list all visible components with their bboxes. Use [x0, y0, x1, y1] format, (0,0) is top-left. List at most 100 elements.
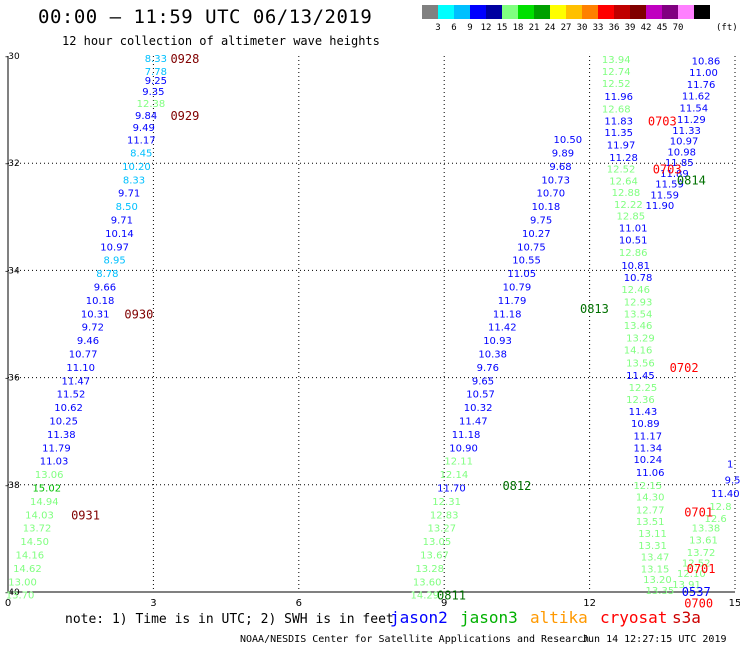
legend-swatch [454, 5, 470, 19]
wave-height-value: 13.15 [641, 564, 670, 575]
wave-height-value: 12.25 [629, 383, 658, 394]
wave-height-value: 12.46 [621, 285, 650, 296]
x-tick-label: 0 [5, 598, 11, 609]
wave-height-value: 14.94 [30, 497, 59, 508]
wave-height-value: 12.85 [616, 212, 645, 223]
legend-swatch [630, 5, 646, 19]
wave-height-value: 13.51 [636, 517, 665, 528]
legend-swatch [518, 5, 534, 19]
wave-height-value: 10.27 [522, 229, 551, 240]
pass-time-label: 0813 [580, 302, 609, 316]
wave-height-value: 12.52 [682, 559, 711, 570]
wave-height-value: 9.35 [142, 87, 164, 98]
wave-height-value: 11.17 [127, 136, 156, 147]
wave-height-value: 9.76 [477, 363, 499, 374]
wave-height-value: 10.81 [621, 261, 650, 272]
wave-height-value: 14.29 [410, 591, 439, 602]
legend-label: 33 [592, 23, 604, 33]
wave-height-value: 10.97 [100, 242, 129, 253]
legend-label: 21 [528, 23, 540, 33]
wave-height-value: 11.33 [672, 126, 701, 137]
legend-label: 39 [624, 23, 636, 33]
wave-height-value: 12.77 [636, 505, 665, 516]
wave-height-value: 12.11 [444, 457, 473, 468]
footer-timestamp: Jun 14 12:27:15 UTC 2019 [582, 634, 727, 645]
wave-height-value: 12.6 [704, 514, 726, 525]
y-tick-label: -40 [5, 588, 20, 598]
wave-height-value: 14.16 [624, 346, 653, 357]
wave-height-value: 11.34 [633, 443, 662, 454]
legend-label: 15 [496, 23, 508, 33]
legend-swatch [678, 5, 694, 19]
wave-height-value: 11.00 [689, 68, 718, 79]
wave-height-value: 11.01 [619, 224, 648, 235]
wave-height-value: 11.47 [62, 376, 91, 387]
wave-height-value: 11.35 [604, 128, 633, 139]
legend-swatch [694, 5, 710, 19]
wave-height-value: 13.61 [689, 535, 718, 546]
wave-height-value: 10.98 [667, 147, 696, 158]
wave-height-value: 10.57 [466, 390, 495, 401]
legend-label: 6 [451, 23, 457, 33]
legend-swatch [422, 5, 438, 19]
wave-height-value: 13.67 [420, 550, 449, 561]
wave-height-value: 13.94 [602, 55, 631, 66]
wave-height-value: 9.68 [549, 162, 571, 173]
legend-label: 9 [467, 23, 473, 33]
wave-height-value: 11.18 [493, 309, 522, 320]
legend-label: 70 [672, 23, 684, 33]
satellite-jason2: jason2 [390, 608, 448, 627]
legend-swatch [470, 5, 486, 19]
legend-label: 18 [512, 23, 524, 33]
wave-height-value: 8.33 [145, 54, 167, 65]
wave-height-value: 11.10 [66, 363, 95, 374]
wave-height-value: 12.38 [137, 99, 166, 110]
wave-height-value: 13.70 [6, 591, 35, 602]
wave-height-value: 11.79 [498, 296, 527, 307]
wave-height-value: 14.62 [13, 564, 42, 575]
wave-height-value: 10.50 [553, 135, 582, 146]
wave-height-value: 8.50 [116, 202, 138, 213]
wave-height-value: 13.31 [638, 541, 667, 552]
wave-height-value: 8.95 [103, 256, 125, 267]
wave-height-value: 10.25 [49, 416, 78, 427]
legend-label: 30 [576, 23, 588, 33]
x-tick-label: 15 [729, 598, 740, 609]
wave-height-value: 11.05 [507, 269, 536, 280]
wave-height-value: 13.27 [427, 524, 456, 535]
wave-height-value: 13.06 [35, 470, 64, 481]
wave-height-value: 9.46 [77, 336, 99, 347]
wave-height-value: 10.24 [633, 455, 662, 466]
wave-height-value: 8.45 [130, 148, 152, 159]
wave-height-value: 10.14 [105, 229, 134, 240]
wave-height-value: 13.72 [687, 548, 716, 559]
legend-swatch [502, 5, 518, 19]
wave-height-value: 10.79 [503, 282, 532, 293]
wave-height-value: 11.97 [607, 140, 636, 151]
pass-time-label: 0701 [684, 506, 713, 520]
wave-height-value: 9.89 [552, 148, 574, 159]
wave-height-value: 10.32 [464, 403, 493, 414]
wave-height-value: 11.90 [646, 201, 675, 212]
x-tick-label: 3 [150, 598, 156, 609]
wave-height-value: 9.66 [94, 282, 116, 293]
wave-height-value: 10.55 [512, 256, 541, 267]
note-text: note: 1) Time is in UTC; 2) SWH is in fe… [65, 612, 394, 627]
wave-height-value: 13.35 [646, 586, 675, 597]
wave-height-value: 8.78 [96, 269, 118, 280]
wave-height-value: 11.18 [452, 430, 481, 441]
wave-height-value: 11.17 [633, 431, 662, 442]
legend-swatch [438, 5, 454, 19]
wave-height-value: 11.03 [40, 457, 69, 468]
legend-swatch [582, 5, 598, 19]
wave-height-value: 10.18 [532, 202, 561, 213]
wave-height-value: 12.64 [609, 176, 638, 187]
wave-height-value: 11.06 [636, 468, 665, 479]
wave-height-value: 11.59 [650, 190, 679, 201]
legend-swatch [646, 5, 662, 19]
wave-height-value: 10.70 [537, 189, 566, 200]
pass-time-label: 0702 [670, 361, 699, 375]
pass-time-label: 0930 [124, 307, 153, 321]
pass-time-label: 0811 [437, 589, 466, 603]
